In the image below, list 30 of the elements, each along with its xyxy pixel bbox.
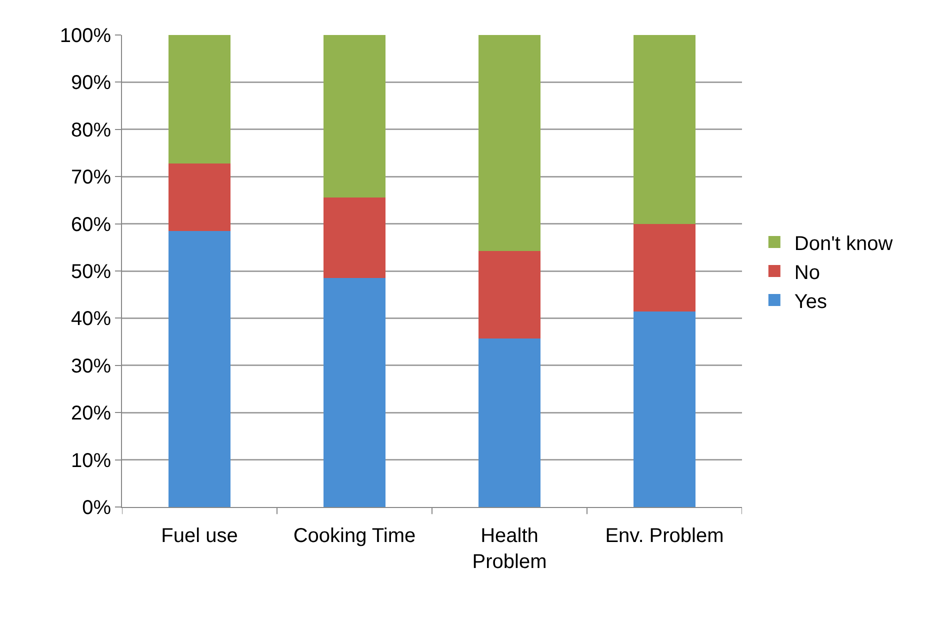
- y-tick-label: 20%: [70, 402, 112, 425]
- y-tick-label: 90%: [70, 72, 112, 94]
- bar: [324, 278, 386, 507]
- y-tick-label: 0%: [82, 497, 112, 519]
- legend-label: Don't know: [794, 232, 894, 255]
- bar: [168, 230, 230, 507]
- bar: [168, 35, 230, 164]
- y-tick-label: 10%: [70, 450, 112, 472]
- bar: [478, 251, 540, 338]
- y-tick-label: 70%: [70, 166, 112, 189]
- x-tick-label: Cooking Time: [293, 525, 416, 547]
- bar: [168, 163, 230, 231]
- legend-label: No: [794, 262, 820, 284]
- bar: [634, 35, 696, 224]
- bar: [478, 338, 540, 507]
- bar: [634, 312, 696, 507]
- y-tick-label: 50%: [70, 261, 112, 283]
- x-tick-label: Health Problem: [472, 525, 547, 573]
- y-tick-label: 60%: [70, 214, 112, 236]
- bar: [324, 35, 386, 198]
- y-tick-label: 80%: [70, 119, 112, 142]
- bar: [634, 224, 696, 312]
- x-tick-label: Fuel use: [161, 525, 238, 547]
- y-tick-label: 100%: [60, 25, 112, 47]
- bar: [478, 35, 540, 252]
- legend-label: Yes: [794, 290, 828, 313]
- bar: [324, 197, 386, 278]
- y-tick-label: 30%: [70, 355, 112, 378]
- y-tick-label: 40%: [70, 308, 112, 330]
- x-tick-label: Env. Problem: [605, 525, 724, 547]
